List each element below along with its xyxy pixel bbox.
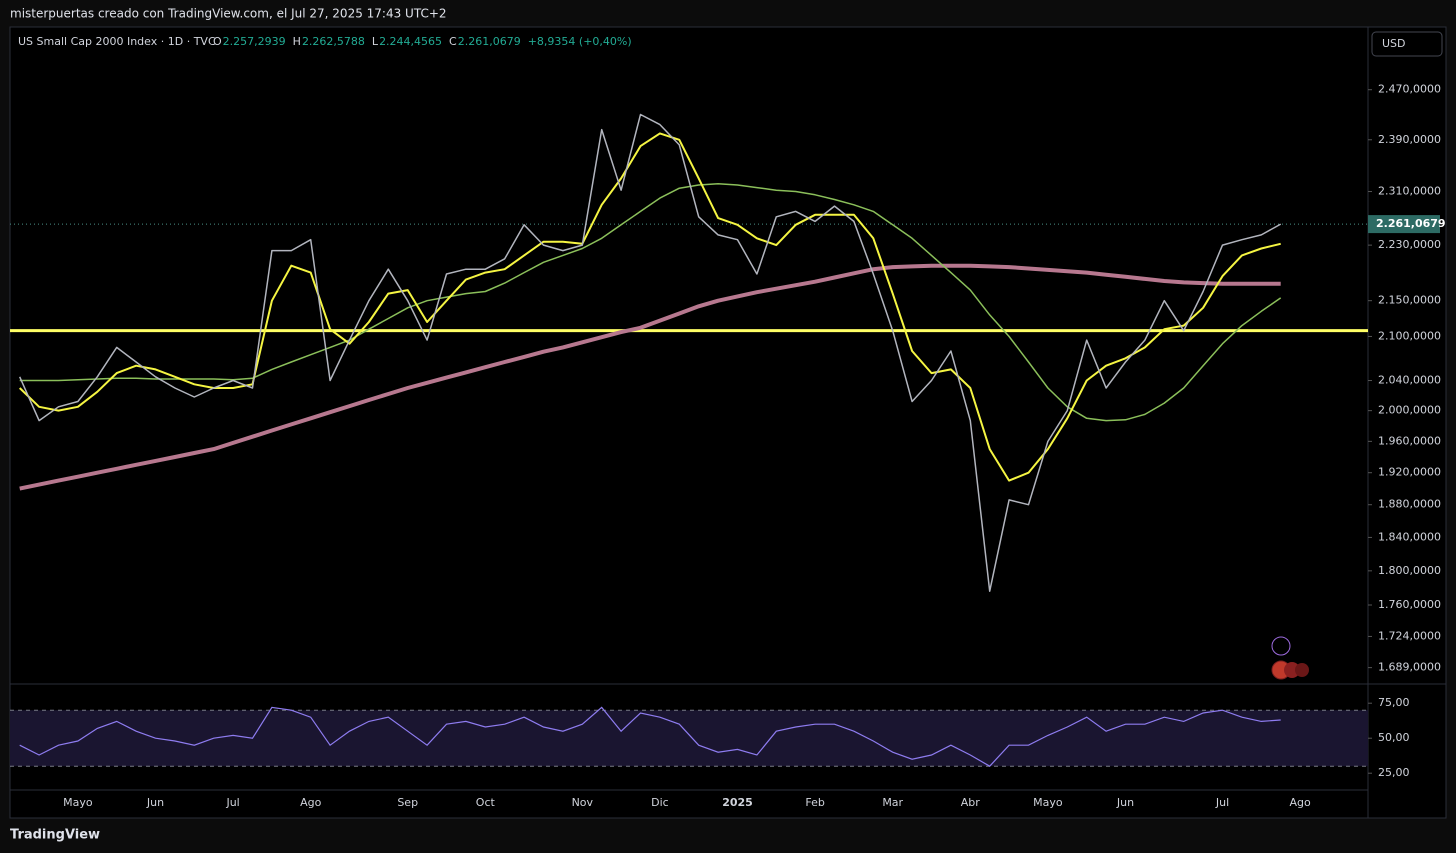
x-tick-label: Feb [805,796,824,809]
ohlc-key: O [213,35,222,48]
ohlc-value: 2.261,0679 [458,35,521,48]
rsi-tick-label: 50,00 [1378,731,1410,744]
x-tick-label: Jul [1215,796,1229,809]
ohlc-value: 2.262,5788 [302,35,365,48]
chart-frame [9,26,1447,819]
series-line [19,182,1282,422]
x-tick-label: Jun [146,796,164,809]
rsi-tick-label: 25,00 [1378,766,1410,779]
y-tick-label: 1.760,0000 [1378,598,1441,611]
ohlc-key: L [372,35,379,48]
y-tick-label: 1.960,0000 [1378,434,1441,447]
y-tick-label: 1.880,0000 [1378,498,1441,511]
y-tick-label: 1.689,0000 [1378,661,1441,674]
ohlc-value: 2.257,2939 [223,35,286,48]
y-tick-label: 1.800,0000 [1378,564,1441,577]
series-line [19,113,1282,592]
ohlc-key: C [449,35,457,48]
currency-button[interactable] [1371,31,1443,57]
y-tick-label: 2.000,0000 [1378,404,1441,417]
y-tick-label: 2.470,0000 [1378,83,1441,96]
series-line [19,263,1281,491]
y-tick-label: 2.100,0000 [1378,329,1441,342]
series-line [19,132,1281,482]
event-icon[interactable] [1271,636,1291,656]
y-tick-label: 2.390,0000 [1378,133,1441,146]
x-tick-label: Mar [882,796,903,809]
brand: TradingView [10,828,100,843]
caption: misterpuertas creado con TradingView.com… [10,7,447,21]
flag-icon [1284,662,1300,678]
x-tick-label: Ago [300,796,322,809]
y-tick-label: 2.310,0000 [1378,185,1441,198]
y-tick-label: 1.920,0000 [1378,466,1441,479]
legend: US Small Cap 2000 Index · 1D · TVC O 2.25… [18,35,632,48]
x-tick-label: Mayo [63,796,93,809]
x-tick-label: Jul [225,796,239,809]
x-tick-label: Nov [572,796,594,809]
x-tick-label: Abr [961,796,981,809]
change: +8,9354 (+0,40%) [528,35,632,48]
x-tick-label: Oct [476,796,496,809]
rsi-line [19,706,1281,767]
x-tick-label: Mayo [1033,796,1063,809]
rsi-tick-label: 75,00 [1378,696,1410,709]
last-price-label: 2.261,0679 [1376,217,1446,230]
x-tick-label: 2025 [722,796,753,809]
symbol: US Small Cap 2000 Index · 1D · TVC [18,35,216,48]
y-tick-label: 2.230,0000 [1378,238,1441,251]
currency-label[interactable]: USD [1382,37,1406,50]
x-tick-label: Sep [397,796,418,809]
rsi-band-fill [10,710,1368,767]
last-price-box [1368,215,1440,234]
flag-icon [1295,663,1309,677]
ohlc-value: 2.244,4565 [379,35,442,48]
y-tick-label: 1.724,0000 [1378,629,1441,642]
y-tick-label: 2.150,0000 [1378,294,1441,307]
y-tick-label: 2.040,0000 [1378,374,1441,387]
x-tick-label: Jun [1116,796,1134,809]
x-tick-label: Ago [1289,796,1311,809]
x-tick-label: Dic [651,796,669,809]
y-tick-label: 1.840,0000 [1378,530,1441,543]
ohlc-key: H [293,35,301,48]
